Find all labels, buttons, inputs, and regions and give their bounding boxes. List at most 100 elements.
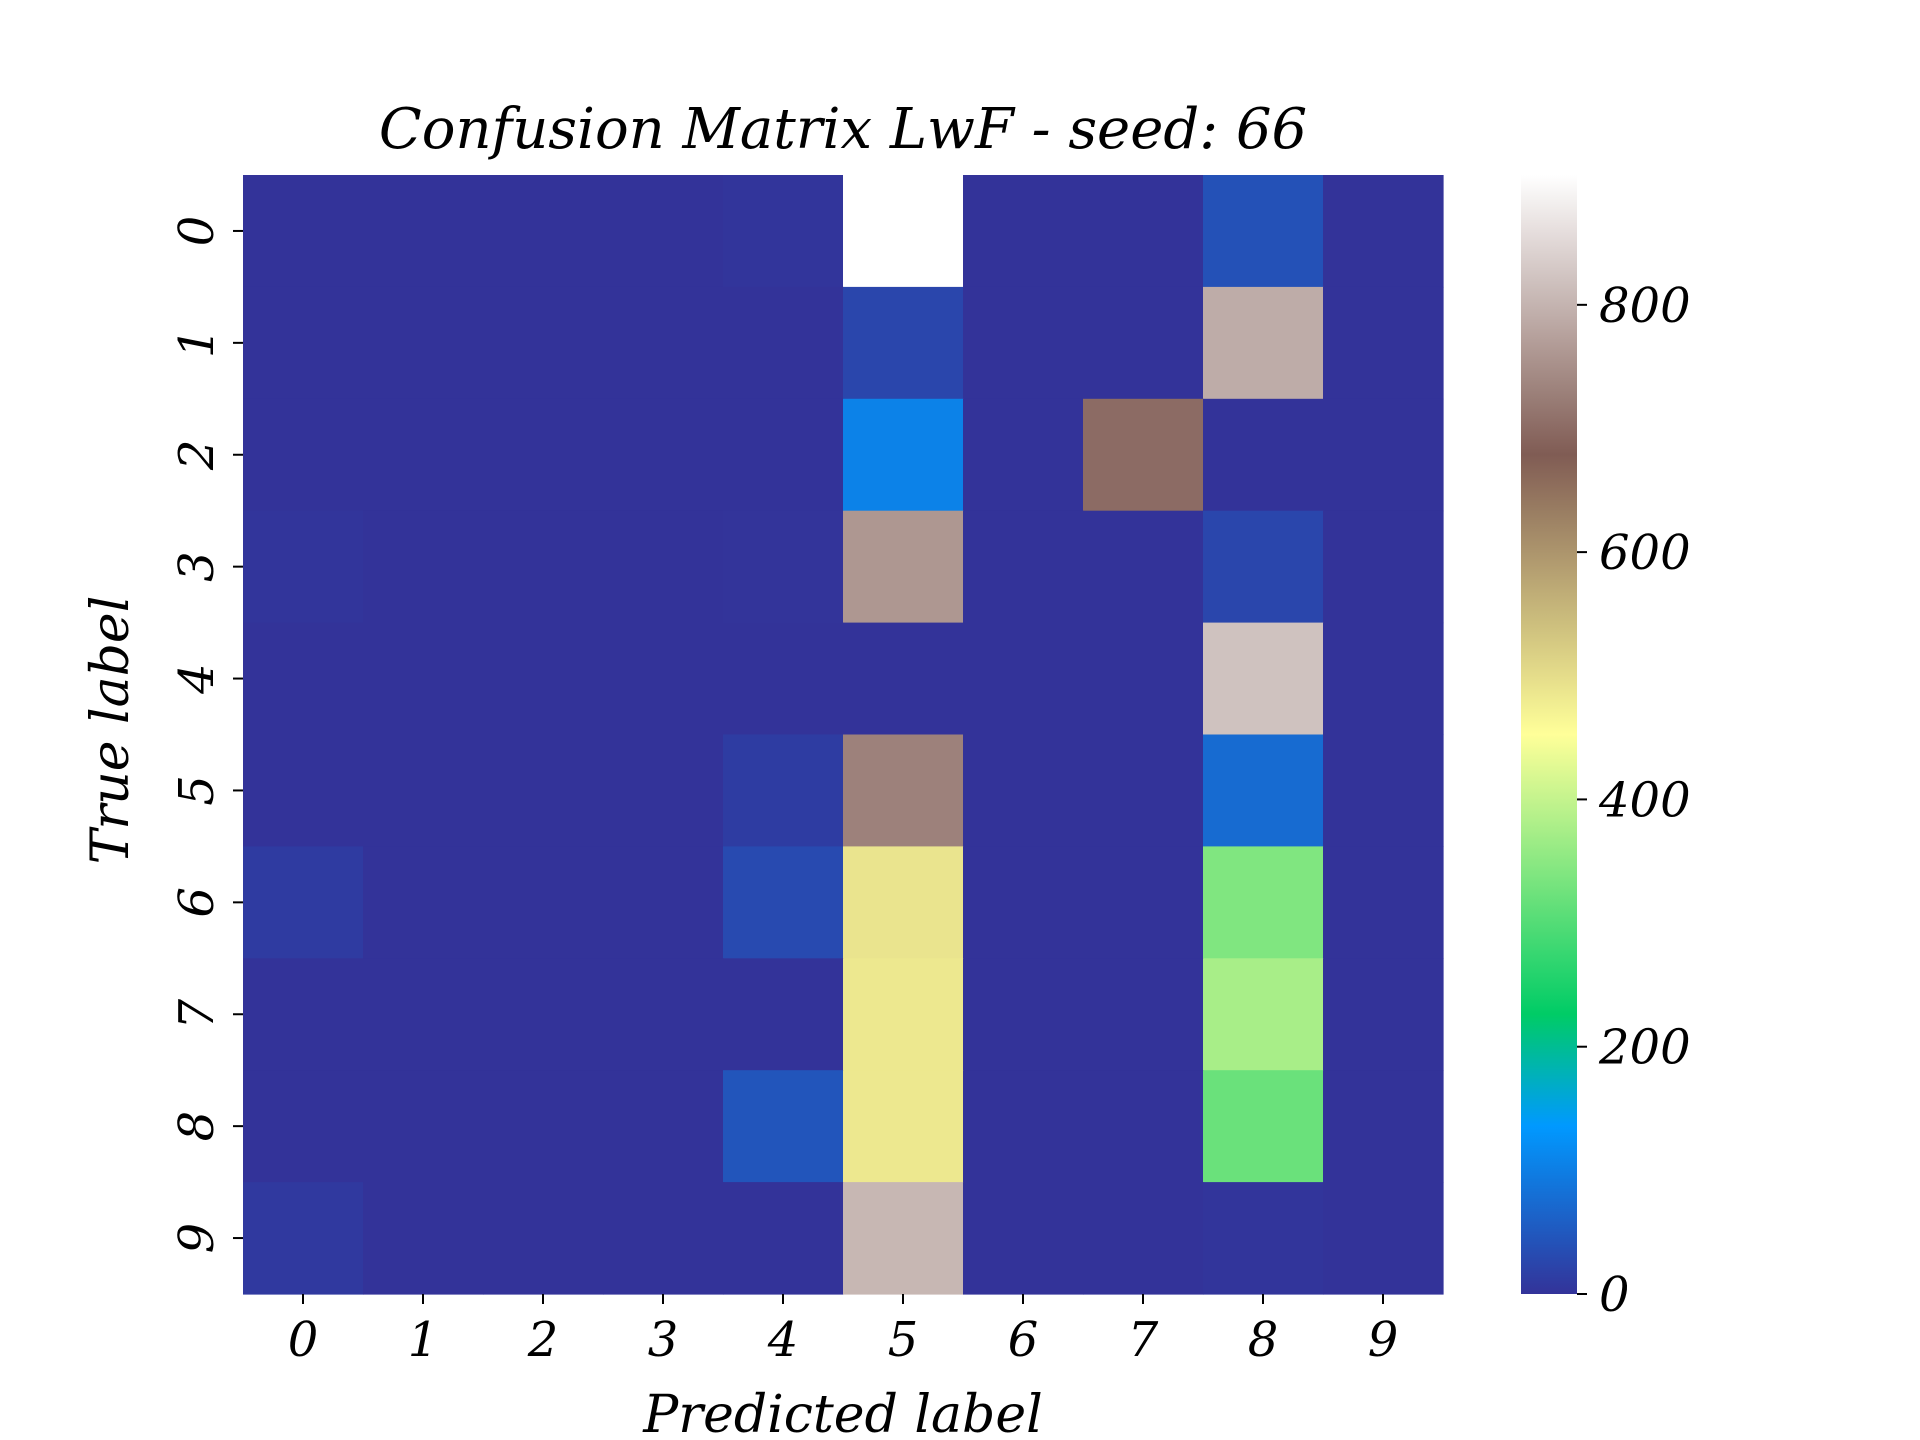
heatmap-cell-r1-c6: [963, 286, 1084, 400]
y-tick-label-1: 1: [169, 328, 225, 359]
heatmap-cell-r6-c9: [1323, 846, 1444, 959]
heatmap-cell-r0-c5: [843, 175, 964, 288]
heatmap-cell-r0-c1: [363, 175, 484, 288]
colorbar-tick-label-0: 0: [1599, 1267, 1630, 1323]
y-tick-label-7: 7: [169, 999, 225, 1030]
colorbar-tick-label-400: 400: [1598, 772, 1691, 828]
heatmap-cells: [243, 175, 1444, 1295]
heatmap-cell-r7-c9: [1323, 958, 1444, 1071]
heatmap-cell-r7-c0: [243, 958, 364, 1071]
heatmap-cell-r1-c0: [243, 286, 364, 400]
heatmap-cell-r3-c9: [1323, 510, 1444, 624]
heatmap-cell-r3-c8: [1203, 510, 1324, 624]
heatmap-cell-r0-c6: [963, 175, 1084, 288]
heatmap-cell-r0-c4: [723, 175, 844, 288]
heatmap-cell-r0-c7: [1083, 175, 1204, 288]
heatmap-cell-r9-c4: [723, 1182, 844, 1295]
heatmap-cell-r0-c8: [1203, 175, 1324, 288]
heatmap-cell-r2-c8: [1203, 398, 1324, 512]
heatmap-cell-r0-c2: [483, 175, 604, 288]
x-tick-label-6: 6: [1008, 1312, 1039, 1368]
heatmap-cell-r9-c3: [603, 1182, 724, 1295]
heatmap-cell-r4-c4: [723, 622, 844, 736]
heatmap-cell-r1-c7: [1083, 286, 1204, 400]
x-axis-label: Predicted label: [642, 1385, 1042, 1440]
x-tick-label-8: 8: [1248, 1312, 1279, 1368]
colorbar: [1521, 175, 1577, 1294]
y-tick-label-6: 6: [169, 887, 225, 918]
y-tick-label-5: 5: [169, 775, 225, 806]
heatmap-cell-r1-c2: [483, 286, 604, 400]
heatmap-cell-r9-c9: [1323, 1182, 1444, 1295]
heatmap-cell-r2-c7: [1083, 398, 1204, 512]
colorbar-tick-label-800: 800: [1599, 278, 1691, 334]
heatmap-cell-r7-c1: [363, 958, 484, 1071]
x-tick-label-0: 0: [288, 1312, 319, 1368]
heatmap-cell-r8-c9: [1323, 1070, 1444, 1183]
heatmap-cell-r3-c0: [243, 510, 364, 624]
x-tick-label-9: 9: [1368, 1312, 1399, 1368]
heatmap-cell-r0-c0: [243, 175, 364, 288]
heatmap-cell-r0-c9: [1323, 175, 1444, 288]
heatmap-cell-r7-c4: [723, 958, 844, 1071]
heatmap-cell-r0-c3: [603, 175, 724, 288]
heatmap-cell-r7-c2: [483, 958, 604, 1071]
y-tick-label-8: 8: [169, 1111, 225, 1142]
heatmap-cell-r5-c7: [1083, 734, 1204, 847]
x-tick-label-5: 5: [888, 1312, 919, 1368]
heatmap-cell-r4-c5: [843, 622, 964, 736]
heatmap-cell-r3-c2: [483, 510, 604, 624]
heatmap-cell-r4-c0: [243, 622, 364, 736]
heatmap-cell-r9-c1: [363, 1182, 484, 1295]
heatmap-cell-r1-c4: [723, 286, 844, 400]
heatmap-cell-r3-c7: [1083, 510, 1204, 624]
y-tick-label-9: 9: [169, 1223, 225, 1254]
heatmap-cell-r9-c7: [1083, 1182, 1204, 1295]
heatmap-cell-r7-c7: [1083, 958, 1204, 1071]
heatmap-cell-r6-c5: [843, 846, 964, 959]
heatmap-cell-r5-c1: [363, 734, 484, 847]
heatmap-cell-r9-c2: [483, 1182, 604, 1295]
y-axis-label: True label: [81, 596, 141, 865]
heatmap-cell-r2-c9: [1323, 398, 1444, 512]
heatmap-cell-r6-c3: [603, 846, 724, 959]
heatmap-cell-r5-c4: [723, 734, 844, 847]
heatmap-cell-r8-c4: [723, 1070, 844, 1183]
heatmap-cell-r1-c5: [843, 286, 964, 400]
y-tick-label-4: 4: [169, 663, 225, 695]
y-tick-label-0: 0: [169, 216, 225, 247]
heatmap-cell-r8-c3: [603, 1070, 724, 1183]
heatmap-cell-r2-c1: [363, 398, 484, 512]
x-tick-label-3: 3: [648, 1312, 679, 1368]
heatmap-cell-r3-c1: [363, 510, 484, 624]
heatmap-cell-r4-c7: [1083, 622, 1204, 736]
heatmap-cell-r5-c3: [603, 734, 724, 847]
heatmap-cell-r6-c2: [483, 846, 604, 959]
x-tick-label-7: 7: [1128, 1312, 1159, 1368]
heatmap-cell-r6-c8: [1203, 846, 1324, 959]
heatmap-cell-r4-c1: [363, 622, 484, 736]
x-tick-label-4: 4: [767, 1312, 799, 1368]
heatmap-cell-r7-c8: [1203, 958, 1324, 1071]
heatmap-cell-r1-c8: [1203, 286, 1324, 400]
heatmap-cell-r6-c0: [243, 846, 364, 959]
heatmap-cell-r2-c5: [843, 398, 964, 512]
chart-title: Confusion Matrix LwF - seed: 66: [379, 97, 1307, 162]
heatmap-cell-r2-c3: [603, 398, 724, 512]
heatmap-cell-r3-c3: [603, 510, 724, 624]
heatmap-cell-r8-c8: [1203, 1070, 1324, 1183]
heatmap-cell-r7-c5: [843, 958, 964, 1071]
heatmap-cell-r5-c2: [483, 734, 604, 847]
heatmap-cell-r6-c7: [1083, 846, 1204, 959]
heatmap-cell-r6-c4: [723, 846, 844, 959]
heatmap-cell-r2-c2: [483, 398, 604, 512]
heatmap-cell-r8-c0: [243, 1070, 364, 1183]
heatmap-cell-r5-c8: [1203, 734, 1324, 847]
colorbar-tick-label-200: 200: [1598, 1020, 1691, 1076]
heatmap-cell-r8-c2: [483, 1070, 604, 1183]
heatmap-cell-r8-c6: [963, 1070, 1084, 1183]
y-axis-ticks: 0 1 2 3 4 5 6 7 8 9: [169, 216, 243, 1254]
heatmap-cell-r6-c1: [363, 846, 484, 959]
heatmap-cell-r8-c5: [843, 1070, 964, 1183]
